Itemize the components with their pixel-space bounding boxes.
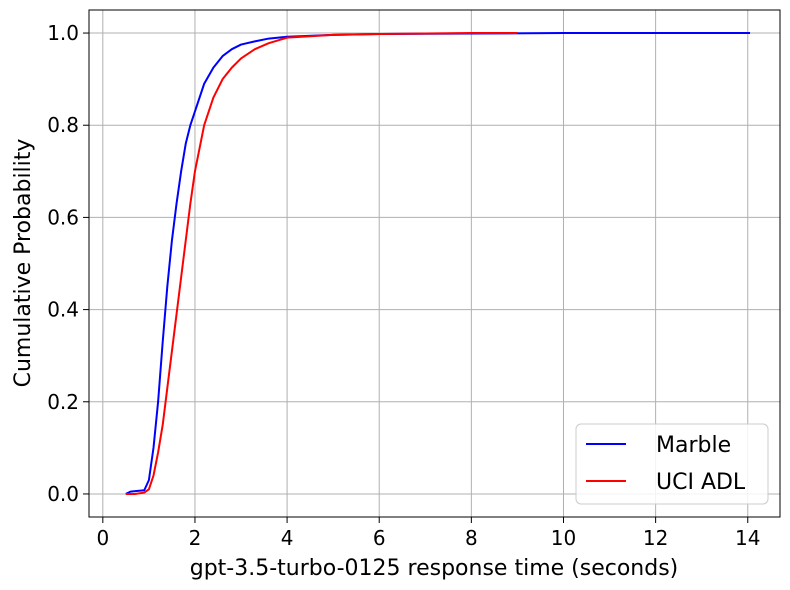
legend-label-marble: Marble: [656, 433, 731, 458]
x-tick-label: 14: [735, 526, 760, 550]
x-tick-label: 10: [551, 526, 576, 550]
plot-frame: [88, 9, 781, 518]
series-lines: [125, 32, 751, 495]
x-axis-ticks: 0 2 4 6 8 10 12 14: [96, 517, 760, 550]
legend-label-uci-adl: UCI ADL: [656, 470, 746, 495]
x-tick-label: 2: [189, 526, 202, 550]
series-line-uci-adl: [125, 32, 518, 495]
x-tick-label: 4: [281, 526, 294, 550]
y-axis-title: Cumulative Probability: [11, 139, 36, 388]
y-tick-label: 0.4: [47, 298, 79, 322]
y-tick-label: 0.8: [47, 113, 79, 137]
y-tick-label: 0.0: [47, 482, 79, 506]
x-tick-label: 8: [465, 526, 478, 550]
legend: Marble UCI ADL: [575, 423, 769, 505]
x-tick-label: 6: [373, 526, 386, 550]
y-tick-label: 0.2: [47, 390, 79, 414]
x-tick-label: 0: [96, 526, 109, 550]
y-tick-label: 0.6: [47, 205, 79, 229]
x-axis-title: gpt-3.5-turbo-0125 response time (second…: [190, 556, 679, 581]
y-axis-ticks: 0.0 0.2 0.4 0.6 0.8 1.0: [47, 21, 89, 506]
y-tick-label: 1.0: [47, 21, 79, 45]
x-tick-label: 12: [643, 526, 668, 550]
